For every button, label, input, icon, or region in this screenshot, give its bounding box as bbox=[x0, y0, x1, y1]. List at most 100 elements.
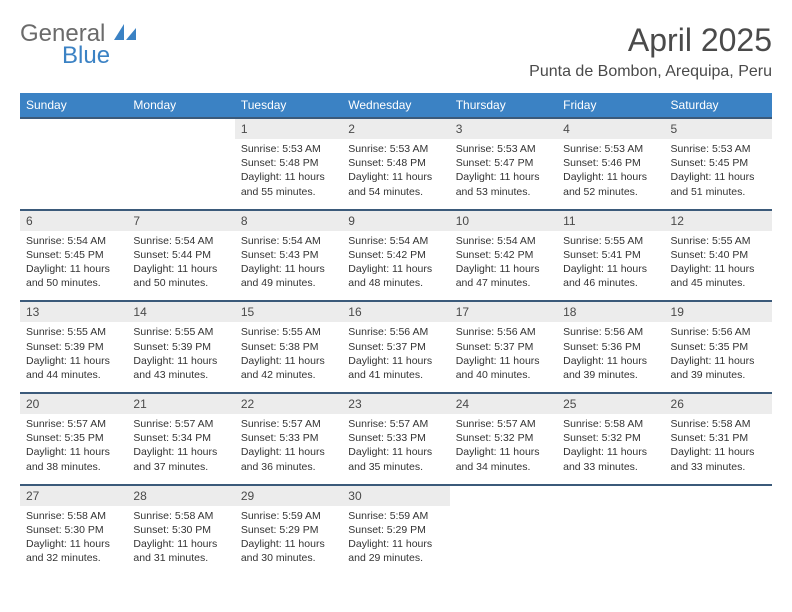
day-content: Sunrise: 5:54 AMSunset: 5:42 PMDaylight:… bbox=[342, 231, 449, 302]
sunrise-text: Sunrise: 5:58 AM bbox=[133, 509, 228, 523]
daylight-text: Daylight: 11 hours and 31 minutes. bbox=[133, 537, 228, 565]
week-content-row: Sunrise: 5:57 AMSunset: 5:35 PMDaylight:… bbox=[20, 414, 772, 485]
day-content: Sunrise: 5:59 AMSunset: 5:29 PMDaylight:… bbox=[235, 506, 342, 576]
sunset-text: Sunset: 5:45 PM bbox=[26, 248, 121, 262]
sunrise-text: Sunrise: 5:53 AM bbox=[348, 142, 443, 156]
empty-day-number bbox=[665, 485, 772, 506]
week-daynum-row: 12345 bbox=[20, 118, 772, 139]
day-number: 17 bbox=[450, 301, 557, 322]
empty-day-content bbox=[450, 506, 557, 576]
day-content: Sunrise: 5:54 AMSunset: 5:44 PMDaylight:… bbox=[127, 231, 234, 302]
sunrise-text: Sunrise: 5:55 AM bbox=[241, 325, 336, 339]
daylight-text: Daylight: 11 hours and 34 minutes. bbox=[456, 445, 551, 473]
day-number: 7 bbox=[127, 210, 234, 231]
sunrise-text: Sunrise: 5:57 AM bbox=[241, 417, 336, 431]
day-content: Sunrise: 5:57 AMSunset: 5:33 PMDaylight:… bbox=[235, 414, 342, 485]
sunrise-text: Sunrise: 5:56 AM bbox=[456, 325, 551, 339]
day-number: 10 bbox=[450, 210, 557, 231]
weekday-header: Thursday bbox=[450, 93, 557, 118]
day-number: 15 bbox=[235, 301, 342, 322]
brand-logo: General Blue bbox=[20, 22, 136, 68]
day-number: 12 bbox=[665, 210, 772, 231]
empty-day-content bbox=[20, 139, 127, 210]
day-content: Sunrise: 5:58 AMSunset: 5:30 PMDaylight:… bbox=[127, 506, 234, 576]
sunrise-text: Sunrise: 5:58 AM bbox=[671, 417, 766, 431]
daylight-text: Daylight: 11 hours and 40 minutes. bbox=[456, 354, 551, 382]
day-number: 16 bbox=[342, 301, 449, 322]
sunrise-text: Sunrise: 5:54 AM bbox=[26, 234, 121, 248]
sunset-text: Sunset: 5:36 PM bbox=[563, 340, 658, 354]
day-content: Sunrise: 5:55 AMSunset: 5:41 PMDaylight:… bbox=[557, 231, 664, 302]
daylight-text: Daylight: 11 hours and 47 minutes. bbox=[456, 262, 551, 290]
day-number: 1 bbox=[235, 118, 342, 139]
empty-day-number bbox=[450, 485, 557, 506]
logo-sail-icon bbox=[114, 24, 136, 42]
day-content: Sunrise: 5:55 AMSunset: 5:38 PMDaylight:… bbox=[235, 322, 342, 393]
day-number: 2 bbox=[342, 118, 449, 139]
day-number: 6 bbox=[20, 210, 127, 231]
empty-day-number bbox=[20, 118, 127, 139]
day-content: Sunrise: 5:53 AMSunset: 5:48 PMDaylight:… bbox=[342, 139, 449, 210]
sunset-text: Sunset: 5:46 PM bbox=[563, 156, 658, 170]
sunrise-text: Sunrise: 5:59 AM bbox=[348, 509, 443, 523]
sunset-text: Sunset: 5:33 PM bbox=[348, 431, 443, 445]
day-number: 11 bbox=[557, 210, 664, 231]
sunrise-text: Sunrise: 5:58 AM bbox=[563, 417, 658, 431]
day-number: 9 bbox=[342, 210, 449, 231]
sunrise-text: Sunrise: 5:57 AM bbox=[456, 417, 551, 431]
daylight-text: Daylight: 11 hours and 42 minutes. bbox=[241, 354, 336, 382]
day-content: Sunrise: 5:56 AMSunset: 5:36 PMDaylight:… bbox=[557, 322, 664, 393]
day-content: Sunrise: 5:56 AMSunset: 5:37 PMDaylight:… bbox=[450, 322, 557, 393]
weekday-header: Wednesday bbox=[342, 93, 449, 118]
daylight-text: Daylight: 11 hours and 49 minutes. bbox=[241, 262, 336, 290]
sunset-text: Sunset: 5:32 PM bbox=[563, 431, 658, 445]
sunrise-text: Sunrise: 5:55 AM bbox=[26, 325, 121, 339]
sunset-text: Sunset: 5:39 PM bbox=[133, 340, 228, 354]
sunrise-text: Sunrise: 5:56 AM bbox=[563, 325, 658, 339]
sunrise-text: Sunrise: 5:53 AM bbox=[671, 142, 766, 156]
sunset-text: Sunset: 5:31 PM bbox=[671, 431, 766, 445]
sunset-text: Sunset: 5:29 PM bbox=[241, 523, 336, 537]
sunrise-text: Sunrise: 5:53 AM bbox=[456, 142, 551, 156]
location-subtitle: Punta de Bombon, Arequipa, Peru bbox=[529, 63, 772, 81]
day-content: Sunrise: 5:54 AMSunset: 5:42 PMDaylight:… bbox=[450, 231, 557, 302]
day-number: 23 bbox=[342, 393, 449, 414]
calendar-table: Sunday Monday Tuesday Wednesday Thursday… bbox=[20, 93, 772, 575]
day-number: 4 bbox=[557, 118, 664, 139]
daylight-text: Daylight: 11 hours and 41 minutes. bbox=[348, 354, 443, 382]
day-content: Sunrise: 5:58 AMSunset: 5:30 PMDaylight:… bbox=[20, 506, 127, 576]
sunrise-text: Sunrise: 5:58 AM bbox=[26, 509, 121, 523]
daylight-text: Daylight: 11 hours and 39 minutes. bbox=[671, 354, 766, 382]
sunrise-text: Sunrise: 5:54 AM bbox=[133, 234, 228, 248]
day-content: Sunrise: 5:57 AMSunset: 5:35 PMDaylight:… bbox=[20, 414, 127, 485]
weekday-header: Monday bbox=[127, 93, 234, 118]
day-content: Sunrise: 5:56 AMSunset: 5:37 PMDaylight:… bbox=[342, 322, 449, 393]
day-number: 20 bbox=[20, 393, 127, 414]
week-content-row: Sunrise: 5:53 AM Sunset: 5:48 PM Daylight:… bbox=[20, 139, 772, 210]
day-number: 28 bbox=[127, 485, 234, 506]
daylight-text: Daylight: 11 hours and 46 minutes. bbox=[563, 262, 658, 290]
day-content: Sunrise: 5:55 AMSunset: 5:39 PMDaylight:… bbox=[20, 322, 127, 393]
daylight-text: Daylight: 11 hours and 53 minutes. bbox=[456, 170, 551, 198]
daylight-text: Daylight: 11 hours and 54 minutes. bbox=[348, 170, 443, 198]
weekday-header: Saturday bbox=[665, 93, 772, 118]
weekday-header: Friday bbox=[557, 93, 664, 118]
sunset-text: Sunset: 5:42 PM bbox=[348, 248, 443, 262]
day-number: 26 bbox=[665, 393, 772, 414]
weekday-header: Tuesday bbox=[235, 93, 342, 118]
sunrise-text: Sunrise: 5:59 AM bbox=[241, 509, 336, 523]
sunset-text: Sunset: 5:30 PM bbox=[133, 523, 228, 537]
sunset-text: Sunset: 5:48 PM bbox=[241, 156, 336, 170]
daylight-text: Daylight: 11 hours and 52 minutes. bbox=[563, 170, 658, 198]
sunrise-text: Sunrise: 5:55 AM bbox=[133, 325, 228, 339]
daylight-text: Daylight: 11 hours and 50 minutes. bbox=[133, 262, 228, 290]
week-content-row: Sunrise: 5:54 AMSunset: 5:45 PMDaylight:… bbox=[20, 231, 772, 302]
week-content-row: Sunrise: 5:58 AMSunset: 5:30 PMDaylight:… bbox=[20, 506, 772, 576]
day-number: 29 bbox=[235, 485, 342, 506]
day-number: 19 bbox=[665, 301, 772, 322]
sunrise-text: Sunrise: 5:54 AM bbox=[456, 234, 551, 248]
day-number: 21 bbox=[127, 393, 234, 414]
day-content: Sunrise: 5:53 AMSunset: 5:46 PMDaylight:… bbox=[557, 139, 664, 210]
daylight-text: Daylight: 11 hours and 29 minutes. bbox=[348, 537, 443, 565]
day-number: 22 bbox=[235, 393, 342, 414]
